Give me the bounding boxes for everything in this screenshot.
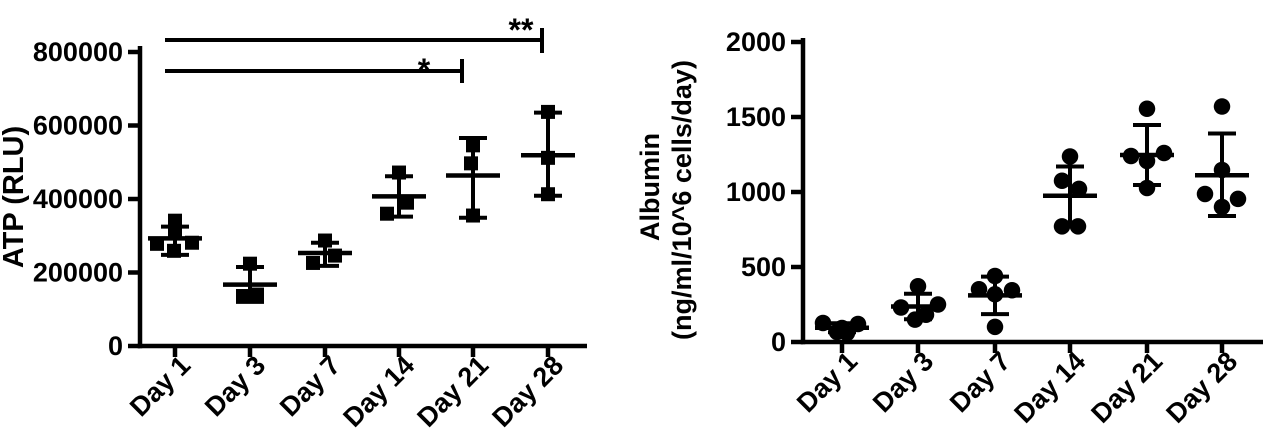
data-point-marker: [814, 314, 832, 332]
x-tick-label: Day 7: [274, 350, 346, 422]
data-point-marker: [466, 208, 480, 223]
data-point-marker: [466, 138, 480, 153]
y-tick-label: 2000: [726, 27, 786, 57]
data-point-marker: [1213, 161, 1231, 179]
data-point-marker: [541, 150, 555, 165]
y-axis-title: Albumin: [635, 133, 665, 241]
significance-label: **: [509, 12, 534, 48]
data-point-marker: [541, 187, 555, 202]
x-tick-label: Day 7: [944, 346, 1016, 418]
data-point-marker: [243, 256, 257, 271]
data-point-marker: [838, 324, 856, 342]
data-point-marker: [1138, 100, 1156, 117]
x-tick-label: Day 3: [199, 350, 271, 422]
data-point-marker: [892, 299, 910, 316]
data-point-marker: [906, 311, 924, 328]
data-point-marker: [1061, 148, 1079, 165]
data-point-marker: [400, 195, 414, 210]
data-point-marker: [1070, 180, 1088, 198]
data-point-marker: [380, 206, 394, 221]
data-point-marker: [318, 233, 332, 248]
data-point-marker: [464, 156, 478, 171]
x-tick-label: Day 3: [867, 346, 939, 418]
data-point-marker: [1213, 198, 1231, 216]
y-tick-label: 1000: [726, 177, 786, 207]
data-point-marker: [1069, 218, 1087, 235]
x-tick-label: Day 1: [124, 350, 196, 422]
y-tick-label: 0: [771, 327, 786, 357]
significance-label: *: [418, 52, 431, 88]
data-point-marker: [986, 318, 1004, 336]
y-tick-label: 800000: [33, 37, 123, 67]
data-point-marker: [150, 236, 164, 251]
y-tick-label: 0: [108, 331, 123, 361]
data-point-marker: [1053, 218, 1071, 235]
y-tick-label: 200000: [33, 258, 123, 288]
y-axis-title: (ng/ml/10^6 cells/day): [667, 60, 697, 340]
data-point-marker: [1138, 179, 1156, 197]
data-point-marker: [986, 286, 1004, 303]
data-point-marker: [929, 296, 947, 313]
data-point-marker: [392, 165, 406, 180]
x-tick-label: Day 14: [1008, 346, 1091, 429]
data-point-marker: [970, 280, 988, 298]
data-point-marker: [1053, 172, 1071, 189]
y-tick-label: 400000: [33, 184, 123, 214]
atp-chart: 0 200000 400000 600000 800000 Day 1 Day 3 Day 7…: [0, 12, 587, 433]
data-point-marker: [1138, 152, 1156, 170]
x-tick-label: Day 28: [1160, 346, 1243, 429]
y-tick-label: 600000: [33, 111, 123, 141]
x-tick-label: Day 28: [486, 350, 569, 433]
data-point-marker: [185, 235, 199, 250]
x-tick-label: Day 1: [791, 346, 863, 418]
x-tick-label: Day 14: [337, 350, 420, 433]
data-point-marker: [1003, 282, 1021, 299]
data-point-marker: [849, 315, 867, 333]
data-point-marker: [986, 267, 1004, 285]
data-point-marker: [1122, 147, 1140, 165]
data-point-marker: [1229, 190, 1247, 208]
y-tick-label: 500: [741, 252, 786, 282]
x-tick-label: Day 21: [1085, 346, 1168, 429]
data-point-marker: [168, 213, 182, 228]
data-point-marker: [328, 248, 342, 263]
y-tick-label: 1500: [726, 102, 786, 132]
x-tick-label: Day 21: [411, 350, 494, 433]
y-axis-title: ATP (RLU): [0, 126, 30, 268]
data-point-marker: [250, 287, 264, 302]
data-point-marker: [541, 104, 555, 119]
data-point-marker: [306, 255, 320, 270]
data-point-marker: [167, 243, 181, 258]
data-point-marker: [1213, 98, 1231, 115]
data-point-marker: [236, 289, 250, 304]
data-point-marker: [1155, 144, 1173, 162]
data-point-marker: [1196, 185, 1214, 203]
data-point-marker: [168, 225, 182, 240]
data-point-marker: [909, 277, 927, 295]
